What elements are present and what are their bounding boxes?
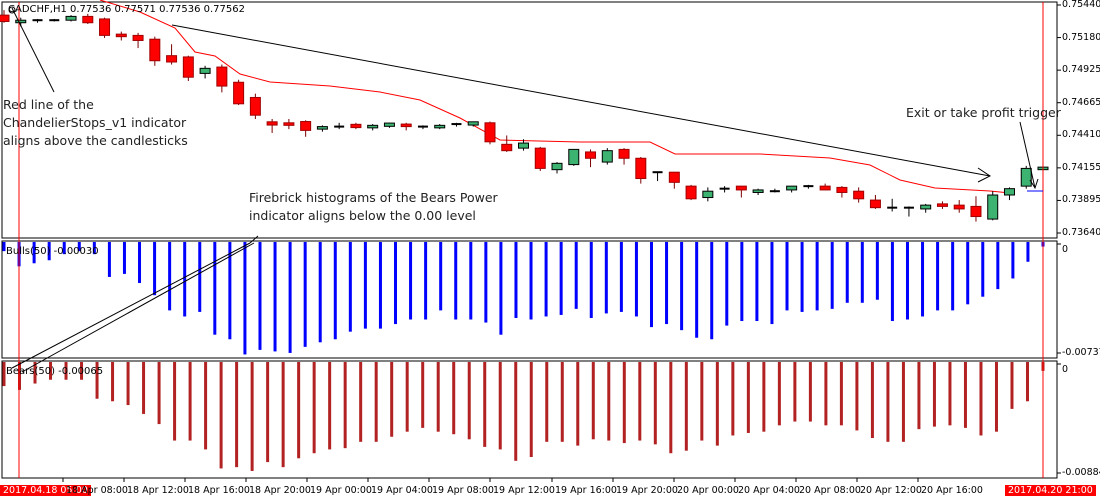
long-trend-arrow: [171, 24, 991, 177]
time-tick-label: 19 Apr 16:00: [555, 485, 617, 496]
time-tick-label: 18 Apr 12:00: [127, 485, 189, 496]
chandelier-arrow-head: [8, 6, 16, 14]
price-tick-label: 0.74155: [1062, 161, 1100, 173]
time-tick-label: 19 Apr 04:00: [371, 485, 433, 496]
exit-annotation: Exit or take profit trigger: [906, 105, 1061, 120]
price-tick-label: 0.74925: [1062, 64, 1100, 76]
price-tick-label: 0.73895: [1062, 194, 1100, 206]
main-price-window[interactable]: [1, 1, 1058, 239]
chandelier-annotation-line-3: aligns above the candlesticks: [3, 133, 188, 148]
bears-power-label: Bears(50) -0.00065: [6, 366, 104, 377]
bears-ymax-label: 0: [1062, 364, 1069, 375]
time-tick-label: 18 Apr 20:00: [249, 485, 311, 496]
bears-power-window[interactable]: [1, 360, 1058, 479]
time-tick-label: 20 Apr 12:00: [860, 485, 922, 496]
time-highlight-label: 2017.04.20 21:00: [1005, 485, 1096, 496]
chandelier-annotation-line-2: ChandelierStops_v1 indicator: [3, 115, 187, 130]
long-trend-arrow-head: [977, 167, 991, 183]
bulls-power-window[interactable]: [1, 240, 1058, 359]
time-tick-label: 20 Apr 16:00: [921, 485, 983, 496]
bears-arrow-2: [21, 242, 255, 373]
time-tick-label: 20 Apr 04:00: [738, 485, 800, 496]
time-tick-label: 20 Apr 00:00: [677, 485, 739, 496]
candlesticks: [0, 10, 1049, 222]
price-tick-label: 0.75440: [1062, 0, 1100, 10]
annotation-arrows: [8, 6, 1039, 373]
price-tick-label: 0.74665: [1062, 96, 1100, 108]
time-tick-label: 19 Apr 20:00: [616, 485, 678, 496]
bulls-ymin-label: -0.00737: [1062, 347, 1100, 358]
time-tick-label: 20 Apr 08:00: [799, 485, 861, 496]
bears-arrow-stem: [249, 235, 259, 244]
price-tick-label: 0.73640: [1062, 227, 1100, 238]
bears-annotation-line-2: indicator aligns below the 0.00 level: [249, 208, 476, 223]
chandelier-stops-line: [99, 0, 1011, 194]
chandelier-annotation: Red line of the ChandelierStops_v1 indic…: [3, 96, 188, 150]
bears-ymin-label: -0.00884: [1062, 467, 1100, 478]
time-tick-label: 19 Apr 08:00: [432, 485, 494, 496]
bears-arrow-1: [11, 242, 251, 369]
bears-power-histogram: [2, 362, 1045, 471]
bears-annotation-line-1: Firebrick histograms of the Bears Power: [249, 190, 498, 205]
time-tick-label: 19 Apr 00:00: [310, 485, 372, 496]
price-tick-label: 0.74410: [1062, 129, 1100, 141]
bears-annotation: Firebrick histograms of the Bears Power …: [249, 189, 498, 225]
bulls-ymax-label: 0: [1062, 244, 1069, 255]
price-tick-label: 0.75180: [1062, 31, 1100, 43]
bulls-power-histogram: [2, 242, 1045, 355]
x-axis-ticks: [62, 478, 919, 482]
chandelier-arrow: [11, 7, 55, 93]
y-axis-ticks: [1057, 4, 1061, 474]
exit-arrow-head: [1029, 178, 1039, 190]
time-tick-label: 19 Apr 12:00: [493, 485, 555, 496]
symbol-header: CADCHF,H1 0.77536 0.77571 0.77536 0.7756…: [8, 4, 245, 15]
bulls-power-label: Bulls(50) -0.00030: [6, 246, 99, 257]
time-tick-label: 18 Apr 16:00: [188, 485, 250, 496]
time-highlight-label: 2017.04.18 05:00: [0, 485, 91, 496]
chandelier-annotation-line-1: Red line of the: [3, 97, 94, 112]
time-tick-label: 18 Apr 08:00: [66, 485, 128, 496]
exit-arrow: [1019, 121, 1036, 189]
